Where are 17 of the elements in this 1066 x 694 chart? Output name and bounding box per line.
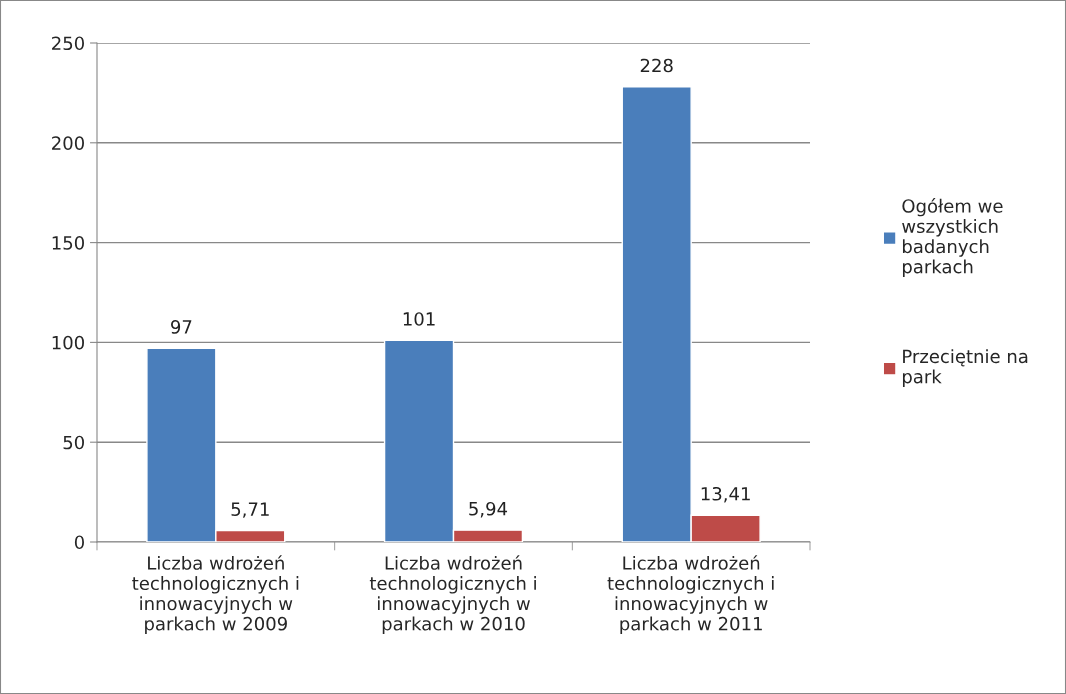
y-tick-label: 200 (52, 136, 84, 150)
data-label: 13,41 (701, 486, 750, 503)
x-tick-label: Liczba wdrożeń technologicznych i innowacyjnych w parkach w 2011 (607, 555, 774, 635)
data-label: 101 (403, 312, 435, 326)
y-tick-label: 150 (52, 236, 84, 250)
legend-label: Przeciętnie na park (902, 349, 1028, 387)
data-label: 5,71 (231, 502, 269, 518)
y-tick-label: 50 (63, 435, 84, 450)
y-tick-label: 250 (52, 36, 84, 51)
y-tick-label: 0 (74, 535, 84, 550)
legend-label: Ogółem we wszystkich badanych parkach (902, 198, 1003, 277)
x-tick-label: Liczba wdrożeń technologicznych i innowacyjnych w parkach w 2009 (132, 555, 299, 635)
y-tick-label: 100 (52, 335, 84, 350)
x-tick-label: Liczba wdrożeń technologicznych i innowacyjnych w parkach w 2010 (369, 555, 536, 635)
data-label: 228 (640, 58, 673, 73)
data-label: 5,94 (469, 501, 508, 518)
data-label: 97 (171, 320, 192, 334)
